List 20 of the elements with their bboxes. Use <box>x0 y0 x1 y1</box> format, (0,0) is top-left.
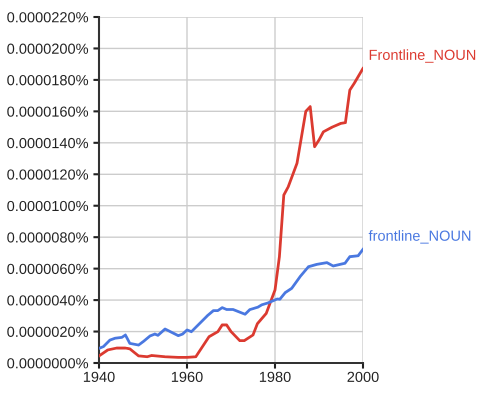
line-series <box>99 67 363 359</box>
y-tick-label: 0.0000060% <box>7 264 88 274</box>
y-tick-label: 0.0000100% <box>7 200 88 212</box>
y-tick-label: 0.0000000% <box>7 358 88 368</box>
line-series <box>99 248 363 350</box>
y-tick-label: 0.0000120% <box>7 169 88 180</box>
x-tick-label: 1960 <box>172 372 203 382</box>
y-tick-label: 0.0000200% <box>7 44 88 54</box>
y-tick-label: 0.0000180% <box>7 75 88 86</box>
y-tick-label: 0.0000080% <box>7 232 88 243</box>
x-tick-label: 1940 <box>84 372 115 382</box>
y-tick-label: 0.0000040% <box>7 295 88 306</box>
x-tick-label: 2000 <box>348 372 379 382</box>
y-tick-label: 0.0000220% <box>7 12 88 22</box>
y-tick-label: 0.0000160% <box>7 106 88 117</box>
series-label: frontline_NOUN <box>368 230 470 244</box>
y-tick-label: 0.0000020% <box>7 326 88 337</box>
y-tick-label: 0.0000140% <box>7 138 88 148</box>
x-tick-label: 1980 <box>260 372 291 382</box>
series-label: Frontline_NOUN <box>370 49 476 63</box>
